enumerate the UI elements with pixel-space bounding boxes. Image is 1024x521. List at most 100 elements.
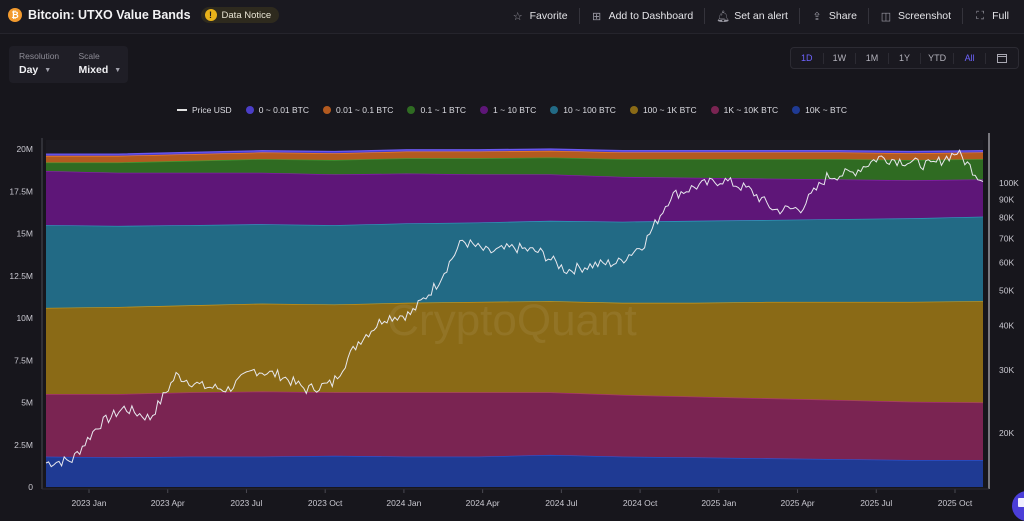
- time-range-selector: 1D 1W 1M 1Y YTD All: [790, 47, 1019, 69]
- resolution-label: Resolution: [19, 51, 60, 61]
- legend-label: 0.1 ~ 1 BTC: [420, 105, 467, 115]
- chat-icon: [1018, 498, 1024, 507]
- set-alert-label: Set an alert: [734, 10, 788, 22]
- y-axis-right-tick: 50K: [999, 286, 1014, 296]
- legend-item[interactable]: 0.1 ~ 1 BTC: [407, 105, 466, 115]
- legend-item-price-usd[interactable]: Price USD: [177, 105, 232, 115]
- x-axis-tick: 2023 Apr: [151, 498, 185, 508]
- area-band: [46, 301, 983, 403]
- y-axis-tick: 10M: [16, 313, 33, 323]
- legend-item[interactable]: 0.01 ~ 0.1 BTC: [323, 105, 393, 115]
- legend-label: 10K ~ BTC: [805, 105, 847, 115]
- area-band: [46, 391, 983, 460]
- range-1m-button[interactable]: 1M: [855, 52, 888, 64]
- fullscreen-label: Full: [992, 10, 1009, 22]
- legend-label: 1 ~ 10 BTC: [493, 105, 537, 115]
- y-axis-tick: 20M: [16, 144, 33, 154]
- x-axis-tick: 2024 Jul: [545, 498, 577, 508]
- x-axis-tick: 2023 Oct: [308, 498, 343, 508]
- x-axis-tick: 2023 Jan: [72, 498, 107, 508]
- legend-item[interactable]: 10 ~ 100 BTC: [550, 105, 616, 115]
- y-axis-right-tick: 20K: [999, 428, 1014, 438]
- range-1y-button[interactable]: 1Y: [887, 52, 921, 64]
- scale-select[interactable]: Scale Mixed ▼: [69, 46, 129, 83]
- dashboard-add-icon: ⊞: [591, 10, 602, 23]
- line-swatch: [177, 109, 187, 111]
- area-band: [46, 157, 983, 181]
- x-axis-tick: 2025 Jan: [701, 498, 736, 508]
- y-axis-right-tick: 100K: [999, 178, 1019, 188]
- bitcoin-icon: ₿: [8, 8, 22, 22]
- y-axis-tick: 17.5M: [9, 186, 33, 196]
- area-band: [46, 171, 983, 226]
- utxo-value-bands-chart[interactable]: CryptoQuant 0 2.5M 5M 7.5M 10M 12.5M 15M 17.5M 20…: [0, 128, 1024, 514]
- chart-controls: Resolution Day ▼ Scale Mixed ▼: [9, 46, 128, 83]
- range-1d-button[interactable]: 1D: [801, 52, 813, 63]
- add-to-dashboard-button[interactable]: ⊞ Add to Dashboard: [578, 8, 705, 24]
- resolution-select[interactable]: Resolution Day ▼: [9, 46, 69, 83]
- legend-dot: [792, 106, 801, 114]
- y-axis-tick: 5M: [21, 398, 33, 408]
- camera-icon: ◫: [880, 10, 892, 23]
- data-notice-label: Data Notice: [221, 9, 272, 21]
- y-axis-right-tick: 90K: [999, 194, 1014, 204]
- x-axis-tick: 2025 Oct: [938, 498, 973, 508]
- legend-item[interactable]: 10K ~ BTC: [792, 105, 847, 115]
- title-group: ₿ Bitcoin: UTXO Value Bands ! Data Notic…: [8, 7, 280, 23]
- share-icon: ⇪: [812, 10, 822, 23]
- favorite-button[interactable]: ☆ Favorite: [501, 8, 579, 24]
- legend-dot: [629, 106, 638, 114]
- page-title: Bitcoin: UTXO Value Bands: [28, 8, 191, 22]
- range-all-button[interactable]: All: [952, 52, 986, 64]
- y-axis-tick: 12.5M: [9, 271, 33, 281]
- share-button[interactable]: ⇪ Share: [798, 8, 868, 24]
- legend-label: 0.01 ~ 0.1 BTC: [336, 105, 394, 115]
- share-label: Share: [828, 10, 857, 22]
- header-actions: ☆ Favorite ⊞ Add to Dashboard 🔔︎ Set an …: [501, 8, 1020, 24]
- legend-item[interactable]: 1K ~ 10K BTC: [710, 105, 778, 115]
- legend-dot: [245, 106, 254, 114]
- y-axis-tick: 7.5M: [14, 355, 33, 365]
- data-notice-badge[interactable]: ! Data Notice: [200, 7, 280, 23]
- y-axis-right-tick: 80K: [999, 213, 1014, 223]
- legend-item[interactable]: 0 ~ 0.01 BTC: [245, 105, 310, 115]
- y-axis-tick: 15M: [16, 229, 33, 239]
- calendar-button[interactable]: [985, 52, 1018, 64]
- legend-item[interactable]: 100 ~ 1K BTC: [629, 105, 697, 115]
- legend-dot: [550, 106, 559, 114]
- x-axis-tick: 2023 Jul: [230, 498, 262, 508]
- scale-label: Scale: [78, 51, 100, 61]
- x-axis-tick: 2024 Oct: [623, 498, 658, 508]
- x-axis-tick: 2024 Jan: [386, 498, 421, 508]
- fullscreen-icon: ⛶: [976, 9, 984, 22]
- screenshot-button[interactable]: ◫ Screenshot: [867, 8, 962, 24]
- x-axis-tick: 2024 Apr: [466, 498, 500, 508]
- y-axis-right-tick: 40K: [999, 320, 1014, 330]
- legend-dot: [480, 106, 489, 114]
- legend-item[interactable]: 1 ~ 10 BTC: [480, 105, 536, 115]
- legend-label: 100 ~ 1K BTC: [642, 105, 697, 115]
- area-band: [46, 216, 983, 308]
- set-alert-button[interactable]: 🔔︎ Set an alert: [704, 8, 799, 24]
- area-band: [46, 454, 983, 487]
- resolution-value: Day: [19, 64, 39, 76]
- x-axis-tick: 2025 Apr: [781, 498, 815, 508]
- top-bar: ₿ Bitcoin: UTXO Value Bands ! Data Notic…: [0, 0, 1024, 34]
- fullscreen-button[interactable]: ⛶ Full: [962, 8, 1020, 24]
- star-icon: ☆: [512, 10, 523, 23]
- range-ytd-button[interactable]: YTD: [920, 52, 953, 64]
- chart-legend: Price USD 0 ~ 0.01 BTC 0.01 ~ 0.1 BTC 0.1 ~…: [0, 105, 1024, 115]
- legend-dot: [323, 106, 332, 114]
- y-axis-right-tick: 60K: [999, 257, 1014, 267]
- area-band: [46, 150, 983, 163]
- legend-label: Price USD: [192, 105, 232, 115]
- legend-label: 10 ~ 100 BTC: [563, 105, 616, 115]
- scale-value: Mixed: [78, 64, 109, 76]
- range-1w-button[interactable]: 1W: [822, 52, 856, 64]
- chevron-down-icon: ▼: [44, 66, 52, 74]
- chevron-down-icon: ▼: [114, 66, 122, 74]
- legend-label: 0 ~ 0.01 BTC: [258, 105, 310, 115]
- x-axis-tick: 2025 Jul: [860, 498, 892, 508]
- screenshot-label: Screenshot: [897, 10, 952, 22]
- bell-icon: 🔔︎: [716, 10, 731, 23]
